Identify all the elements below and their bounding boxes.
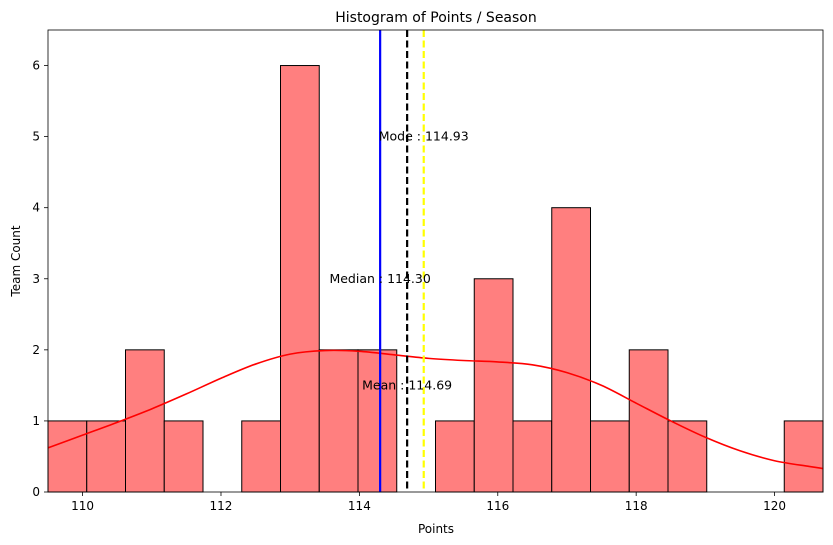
histogram-bar — [473, 278, 514, 493]
chart-title: Histogram of Points / Season — [335, 10, 537, 26]
x-tick-label: 114 — [348, 499, 371, 513]
y-tick-label: 3 — [32, 272, 40, 286]
histogram-bar — [47, 420, 88, 493]
x-tick-label: 118 — [625, 499, 648, 513]
y-tick-label: 4 — [32, 201, 40, 215]
annotation-layer: Median : 114.30 Mean : 114.69 Mode : 114.9… — [329, 129, 468, 393]
histogram-bar — [590, 420, 630, 493]
plot-frame — [47, 29, 824, 493]
histogram-bar — [163, 420, 204, 493]
histogram-bar — [125, 349, 165, 493]
median-annotation: Median : 114.30 — [329, 271, 430, 286]
bars-layer — [47, 65, 824, 493]
y-axis: 0 1 2 3 4 5 6 — [32, 59, 48, 499]
histogram-bar — [280, 65, 320, 493]
y-tick-label: 1 — [32, 414, 40, 428]
x-tick-label: 112 — [210, 499, 233, 513]
y-axis-label: Team Count — [9, 225, 23, 297]
kde-layer — [47, 349, 824, 470]
histogram-bar — [318, 349, 359, 493]
x-tick-label: 110 — [71, 499, 94, 513]
y-tick-label: 0 — [32, 485, 40, 499]
histogram-bar — [357, 349, 398, 493]
x-tick-label: 116 — [486, 499, 509, 513]
histogram-bar — [86, 420, 126, 493]
x-tick-label: 120 — [763, 499, 786, 513]
histogram-bar — [628, 349, 669, 493]
histogram-bar — [241, 420, 281, 493]
histogram-bar — [435, 420, 475, 493]
x-axis: 110 112 114 116 118 120 — [71, 492, 786, 513]
stat-lines-layer — [379, 30, 425, 492]
histogram-bar — [783, 420, 824, 493]
y-tick-label: 2 — [32, 343, 40, 357]
x-axis-label: Points — [418, 522, 454, 536]
kde-curve — [47, 349, 824, 470]
histogram-bar — [551, 207, 591, 493]
y-tick-label: 5 — [32, 130, 40, 144]
histogram-bar — [667, 420, 708, 493]
mean-annotation: Mean : 114.69 — [362, 377, 452, 392]
histogram-bar — [512, 420, 553, 493]
mode-annotation: Mode : 114.93 — [379, 129, 469, 144]
y-tick-label: 6 — [32, 59, 40, 73]
